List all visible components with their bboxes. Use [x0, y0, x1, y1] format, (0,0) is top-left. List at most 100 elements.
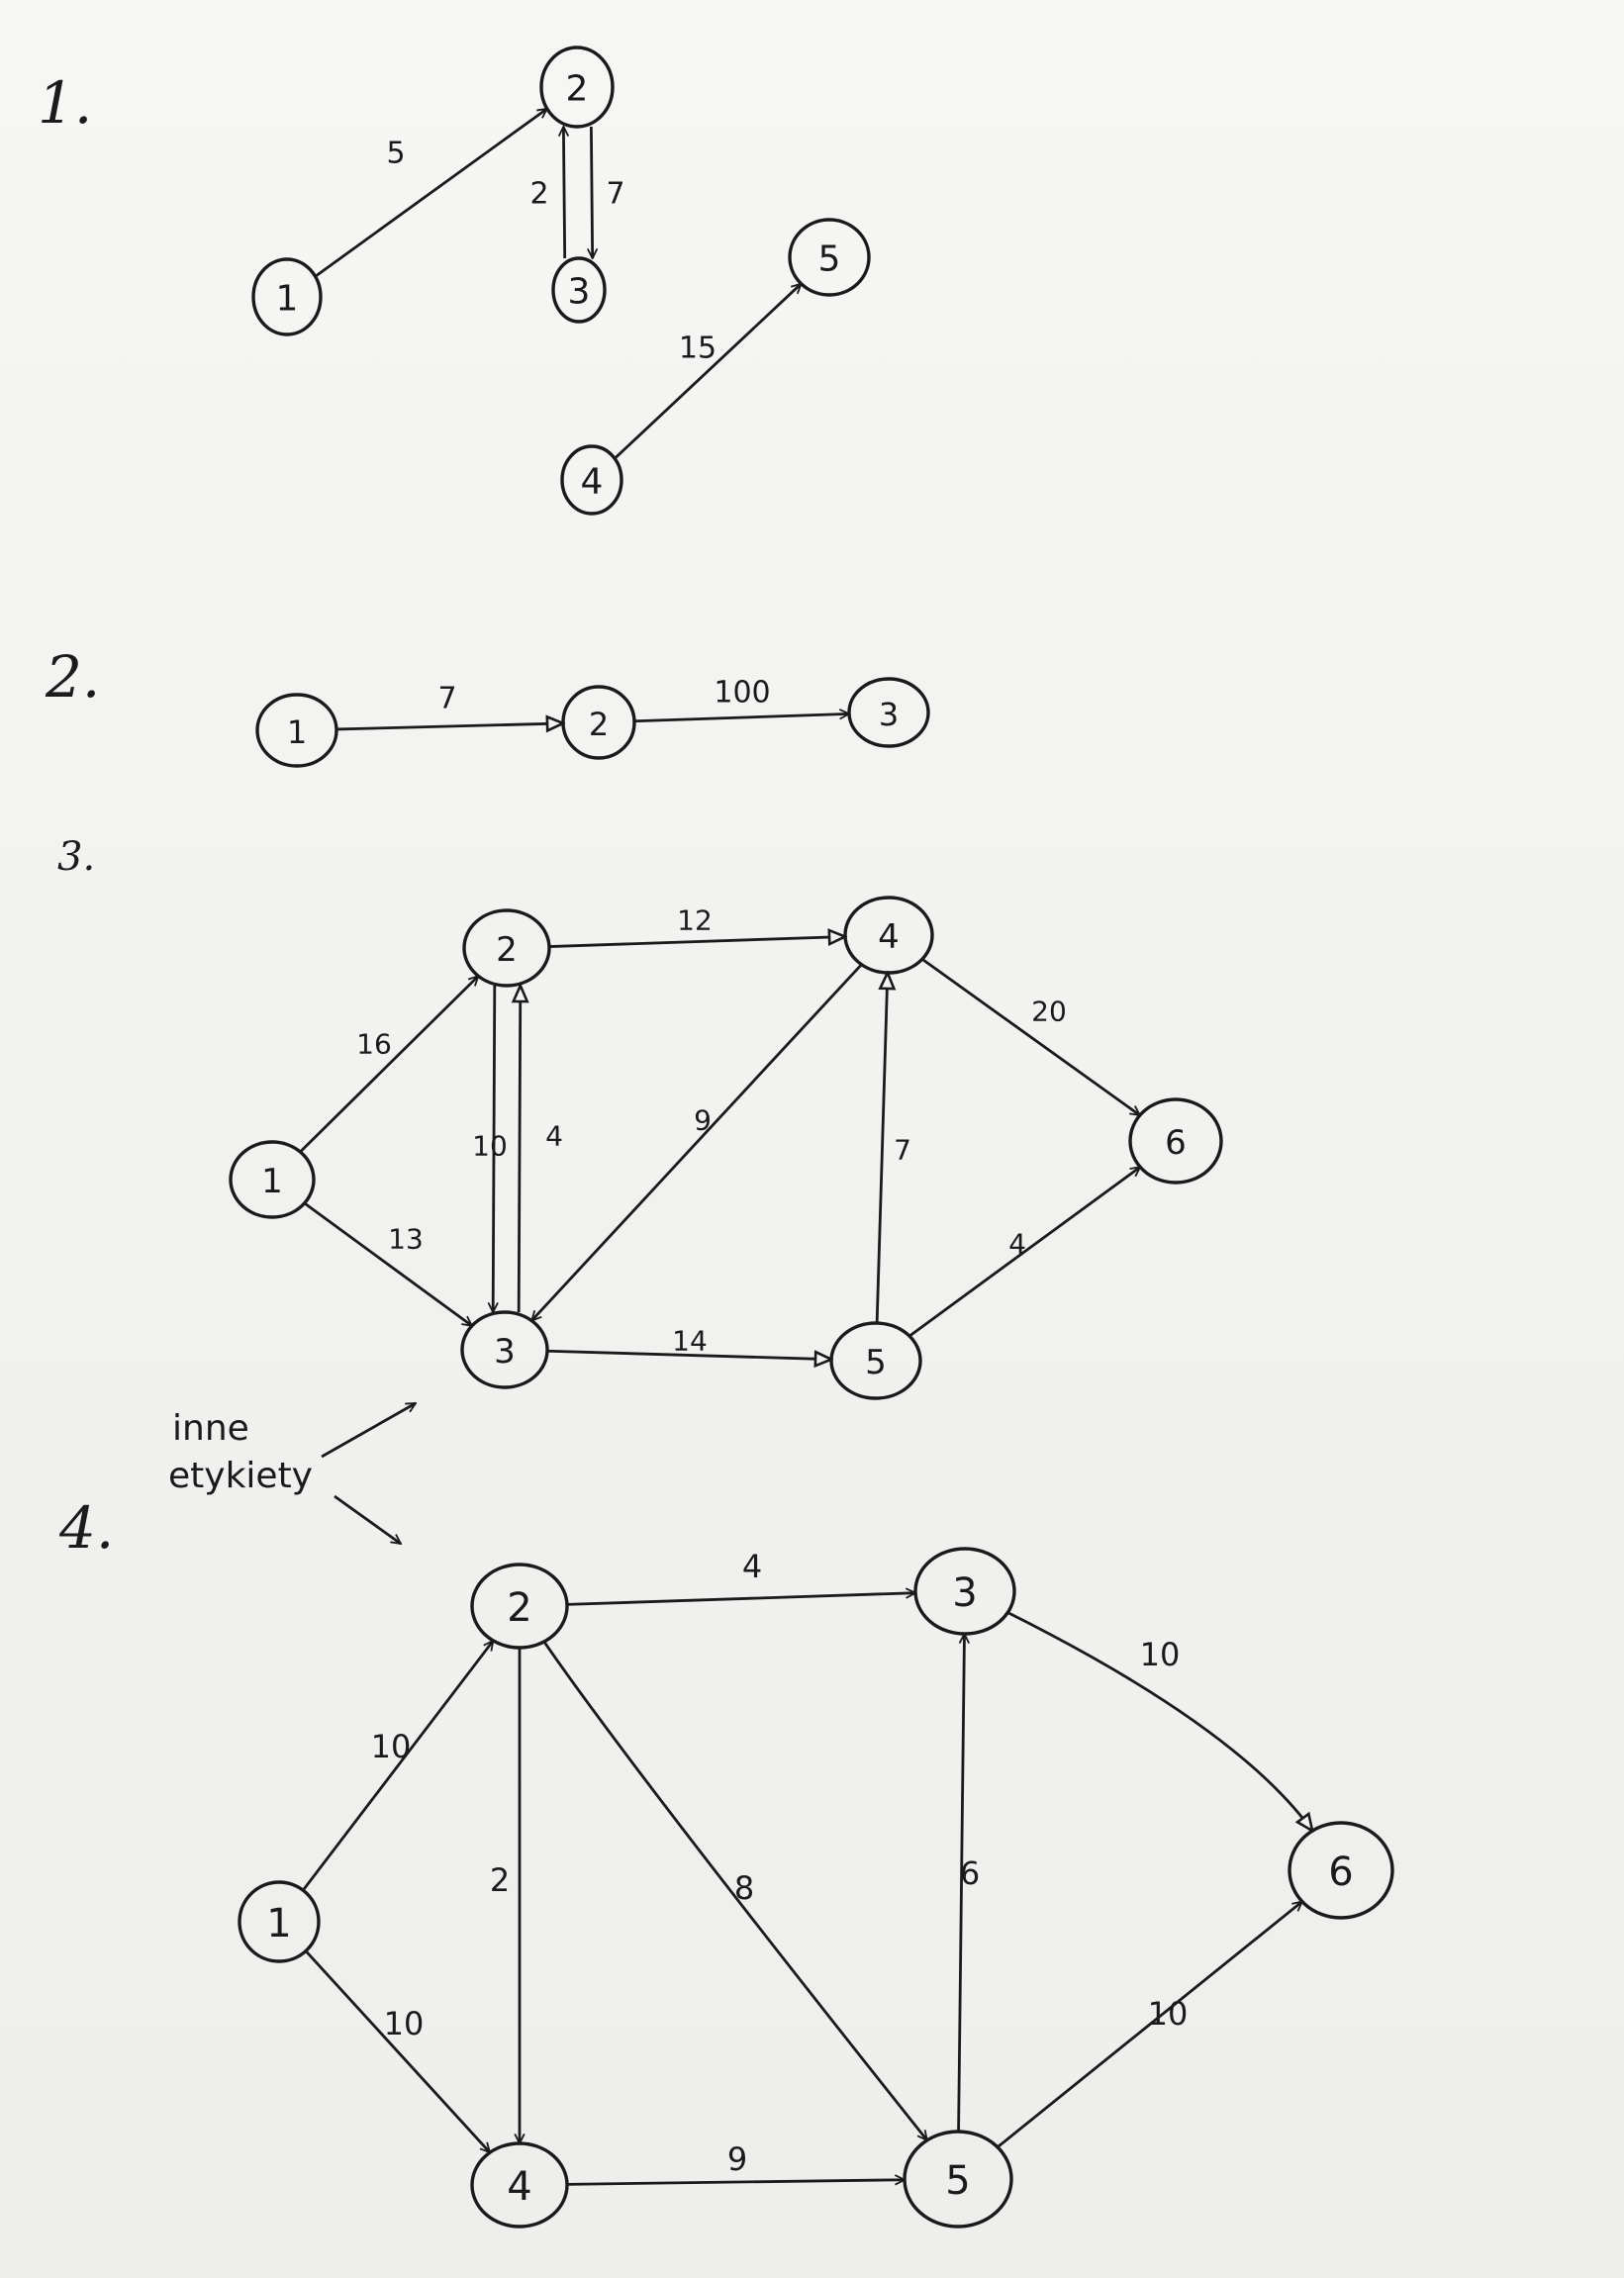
edge-line	[542, 1641, 927, 2140]
edge-line	[302, 1641, 493, 1892]
node-circle	[251, 257, 323, 336]
section-1-number: 1.	[38, 69, 93, 137]
graph-3-edge-5-6: 4	[908, 1167, 1140, 1338]
node-circle	[255, 693, 338, 768]
annotation-other-labels: inne etykiety	[168, 1405, 313, 1500]
graph-3-edge-3-2: 4	[519, 986, 563, 1313]
edge-weight-label: 15	[679, 332, 716, 366]
graph-4-edge-5-6: 10	[997, 1902, 1302, 2148]
edge-weight-label: 9	[694, 1104, 712, 1137]
graph-1-node-4: 4	[560, 444, 623, 516]
graph-1-node-5: 5	[788, 218, 871, 297]
node-circle	[561, 685, 636, 760]
graph-3-edge-3-5: 14	[546, 1325, 831, 1360]
edge-line	[519, 986, 521, 1313]
edge-line	[957, 1634, 965, 2133]
edge-line	[548, 936, 845, 948]
edge-weight-label: 8	[734, 1869, 754, 1907]
graph-3-edge-4-3: 9	[531, 963, 863, 1321]
section-2-number: 2.	[46, 643, 101, 711]
graph-4-node-6: 6	[1288, 1821, 1394, 1920]
node-circle	[229, 1140, 316, 1219]
node-label: 2	[496, 930, 518, 970]
node-label: 5	[945, 2158, 970, 2204]
edge-weight-label: 10	[384, 2005, 425, 2042]
node-label: 4	[507, 2164, 531, 2210]
edge-line	[531, 963, 863, 1321]
graph-4-node-4: 4	[470, 2141, 569, 2229]
graph-1-node-1: 1	[251, 257, 323, 336]
edge-weight-label: 10	[1148, 1995, 1189, 2033]
node-label: 4	[878, 917, 900, 957]
edge-line	[566, 1593, 915, 1606]
edge-weight-label: 7	[894, 1134, 911, 1167]
edge-weight-label: 14	[672, 1325, 708, 1358]
node-circle	[470, 1563, 569, 1650]
graph-4-node-2: 2	[470, 1563, 569, 1650]
node-circle	[460, 1310, 549, 1389]
node-label: 1	[276, 279, 299, 320]
graph-1-edge-2-3: 7	[591, 126, 625, 258]
annotation-pointers	[321, 1401, 416, 1544]
node-label: 5	[865, 1343, 887, 1382]
edge-weight-label: 2	[529, 177, 548, 212]
graph-4-edge-2-4: 2	[490, 1648, 520, 2143]
graph-3-node-4: 4	[843, 896, 934, 975]
edge-line	[546, 1349, 831, 1359]
node-circle	[1288, 1821, 1394, 1920]
node-label: 2	[589, 706, 609, 743]
graph-3-edge-5-4: 7	[875, 973, 911, 1324]
edge-line	[591, 126, 592, 258]
graph-3-edge-2-4: 12	[548, 904, 845, 948]
graph-2-edge-1-2: 7	[335, 682, 563, 729]
graph-2-node-3: 3	[847, 677, 930, 748]
node-label: 1	[261, 1162, 283, 1201]
graph-4-node-3: 3	[913, 1547, 1016, 1636]
graph-4-edge-2-3: 4	[566, 1548, 915, 1606]
edge-line	[908, 1167, 1140, 1338]
graph-1-node-3: 3	[551, 256, 607, 324]
edge-line	[314, 109, 547, 278]
edge-line	[493, 985, 495, 1312]
graph-1-edge-4-5: 15	[614, 284, 801, 460]
node-circle	[462, 908, 551, 988]
graph-3-node-5: 5	[829, 1321, 922, 1400]
edge-line	[304, 1949, 490, 2153]
edge-weight-label: 16	[356, 1028, 392, 1061]
graph-3-edge-4-6: 20	[921, 958, 1140, 1115]
node-label: 2	[507, 1585, 531, 1631]
graph-3-node-6: 6	[1128, 1097, 1223, 1185]
graph-4-node-5: 5	[903, 2130, 1013, 2229]
section-4-number: 4.	[59, 1494, 115, 1562]
node-label: 4	[581, 462, 604, 503]
edge-line	[614, 284, 801, 460]
graph-3-node-3: 3	[460, 1310, 549, 1389]
graph-3-node-1: 1	[229, 1140, 316, 1219]
annotation-pointer-lower	[334, 1494, 401, 1544]
edge-weight-label: 5	[386, 137, 405, 171]
edge-weight-label: 10	[371, 1728, 412, 1765]
node-circle	[539, 46, 615, 129]
edge-weight-label: 7	[437, 682, 456, 716]
graph-2: 7 100 1 2 3	[255, 676, 930, 768]
graph-4-node-1: 1	[238, 1880, 321, 1963]
edge-weight-label: 2	[490, 1861, 510, 1899]
edge-line	[299, 976, 478, 1153]
graph-4-edge-5-3: 6	[957, 1634, 980, 2133]
graph-1-edge-3-2: 2	[529, 127, 564, 259]
edge-line	[633, 713, 849, 723]
node-label: 6	[1328, 1850, 1353, 1895]
node-label: 2	[566, 69, 589, 110]
edge-line	[1006, 1611, 1312, 1832]
graph-1: 5 2 7 15 1 2 3 4 5	[251, 46, 871, 516]
node-label: 5	[818, 239, 841, 280]
edge-weight-label: 13	[388, 1223, 424, 1256]
edge-weight-label: 12	[677, 904, 713, 937]
edge-weight-label: 4	[545, 1120, 563, 1153]
graph-2-node-1: 1	[255, 693, 338, 768]
node-label: 3	[879, 696, 899, 733]
node-circle	[560, 444, 623, 516]
section-3-number: 3.	[57, 834, 96, 880]
edge-line	[921, 958, 1140, 1115]
